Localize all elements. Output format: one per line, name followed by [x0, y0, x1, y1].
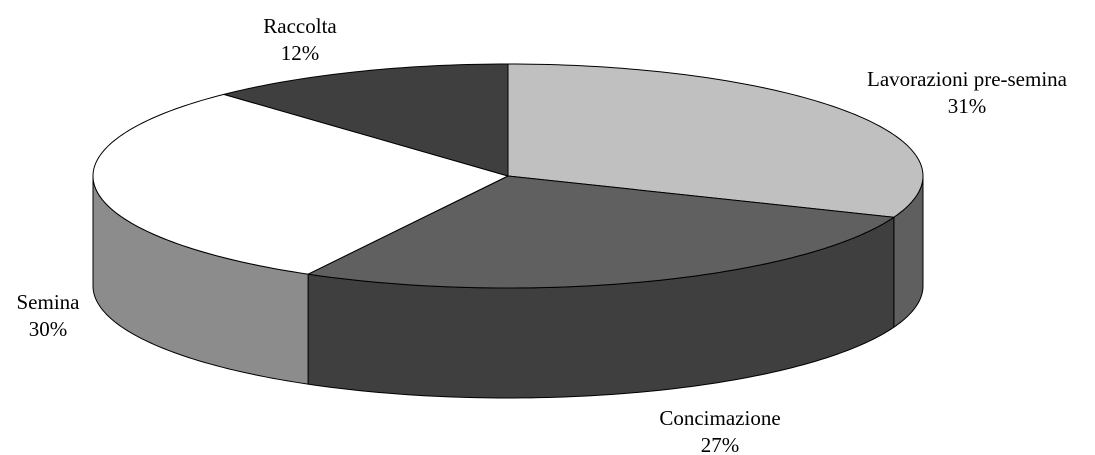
label-semina-name: Semina [16, 290, 80, 314]
label-concimazione-percent: 27% [700, 433, 740, 455]
label-semina-percent: 30% [28, 317, 68, 341]
label-raccolta-percent: 12% [280, 41, 320, 65]
label-lavorazioni-pre-semina-percent: 31% [947, 94, 987, 118]
label-raccolta: Raccolta 12% [240, 13, 360, 67]
label-concimazione-name: Concimazione [659, 406, 781, 430]
slice-raccolta [223, 63, 509, 177]
label-concimazione: Concimazione 27% [630, 405, 810, 455]
label-lavorazioni-pre-semina-name: Lavorazioni pre-semina [867, 67, 1067, 91]
slice-lavorazioni-pre-semina [507, 63, 924, 218]
label-raccolta-name: Raccolta [263, 14, 337, 38]
label-lavorazioni-pre-semina: Lavorazioni pre-semina 31% [842, 66, 1092, 120]
slice-concimazione [307, 175, 895, 289]
slice-semina [92, 93, 509, 275]
label-semina: Semina 30% [0, 289, 96, 343]
